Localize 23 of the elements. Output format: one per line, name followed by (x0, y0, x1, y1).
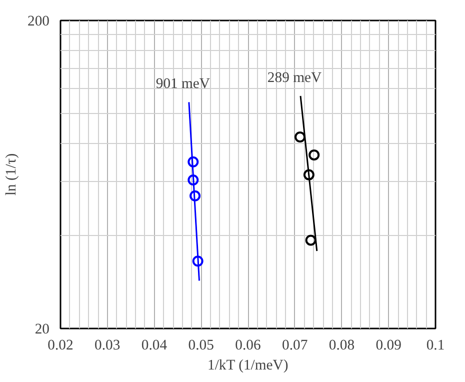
point (188, 156, 199, 168)
y-tick-label: 20 (34, 322, 50, 338)
x-tick-label: 0.08 (328, 338, 355, 354)
y-axis-title: ln (1/τ) (4, 153, 20, 196)
point (303, 169, 314, 180)
point (294, 132, 306, 143)
x-tick-label: 0.06 (235, 338, 261, 354)
x-tick-label: 0.05 (188, 338, 214, 354)
point (308, 149, 320, 160)
point (305, 234, 316, 246)
x-axis-title: 1/kT (1/meV) (208, 358, 288, 374)
x-tick-label: 0.03 (94, 338, 120, 354)
x-tick-label: 0.07 (282, 338, 308, 354)
point (188, 174, 199, 186)
series-label: 901 meV (156, 76, 210, 92)
x-tick-label: 0.09 (376, 338, 402, 354)
point (192, 256, 204, 267)
point (190, 190, 201, 202)
y-tick-label: 200 (28, 14, 50, 30)
x-tick-label: 0.1 (426, 338, 445, 354)
series-label: 289 meV (267, 70, 322, 86)
x-tick-label: 0.04 (141, 338, 168, 354)
x-tick-label: 0.02 (48, 338, 74, 354)
